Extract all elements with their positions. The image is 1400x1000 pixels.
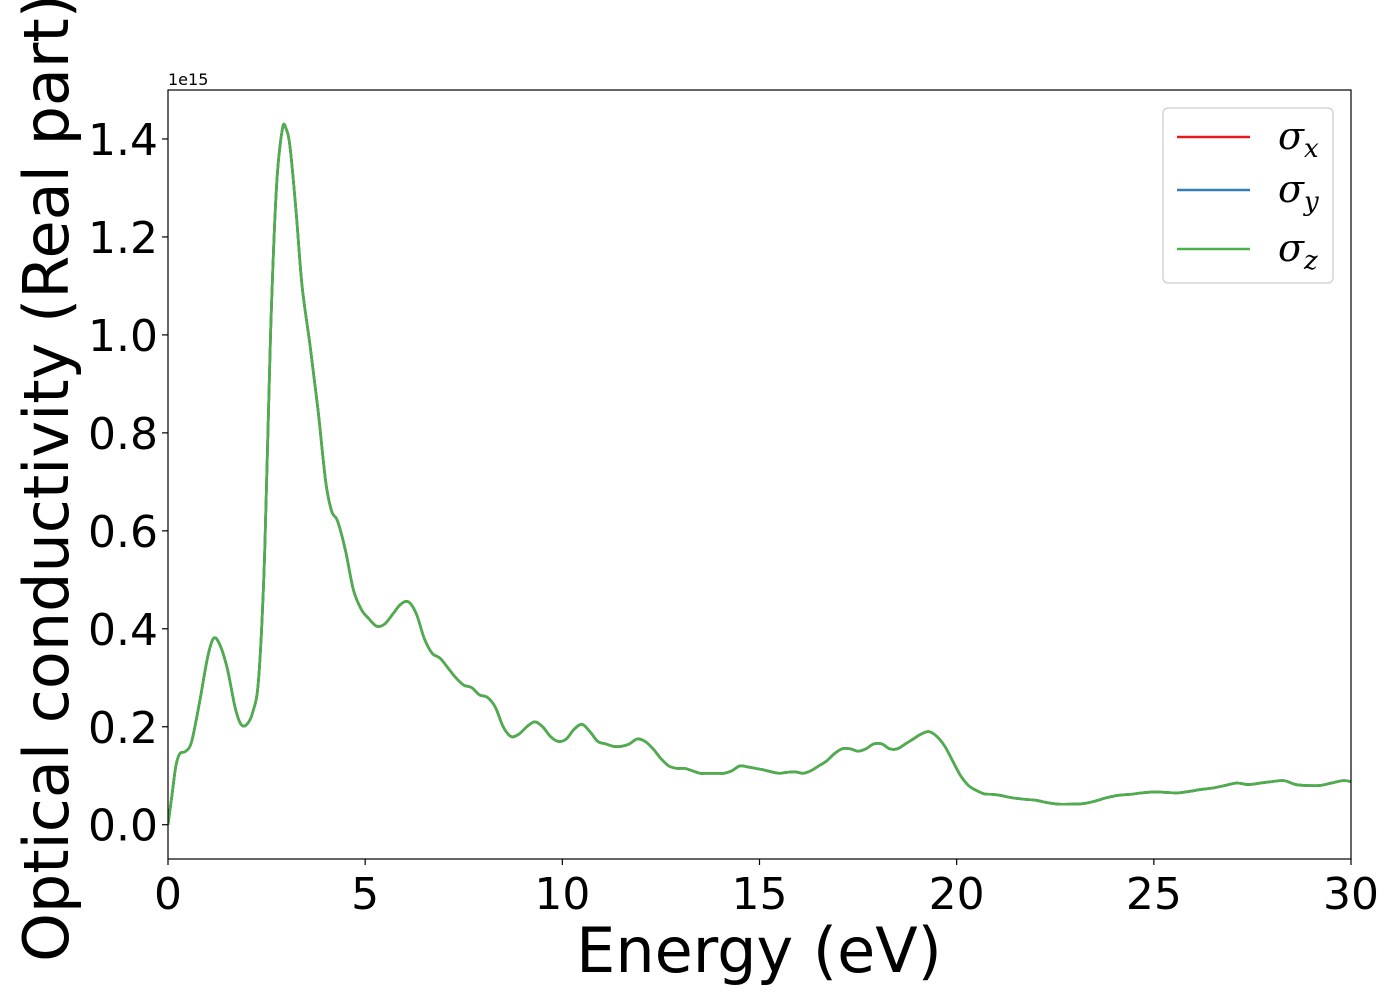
x-tick-label: 10 (534, 869, 590, 920)
series-lines (168, 122, 1351, 825)
x-tick-label: 20 (929, 869, 985, 920)
y-tick-label: 1.4 (88, 115, 158, 166)
legend-box (1162, 107, 1334, 284)
y-tick-label: 0.4 (88, 605, 158, 656)
y-tick-label: 0.0 (88, 801, 158, 852)
x-tick-label: 15 (732, 869, 788, 920)
legend-label-z: σz (1278, 226, 1318, 276)
y-axis-label: Optical conductivity (Real part) (10, 0, 83, 962)
x-axis-ticks: 0 5 10 15 20 25 30 (154, 859, 1379, 920)
y-axis-ticks: 0.0 0.2 0.4 0.6 0.8 1.0 1.2 1.4 (88, 115, 168, 852)
y-tick-label: 0.6 (88, 507, 158, 558)
x-tick-label: 5 (351, 869, 379, 920)
x-tick-label: 0 (154, 869, 182, 920)
y-tick-label: 1.2 (88, 213, 158, 264)
y-tick-label: 1.0 (88, 311, 158, 362)
x-axis-label: Energy (eV) (576, 914, 942, 987)
y-tick-label: 0.2 (88, 703, 158, 754)
legend-label-y: σy (1278, 167, 1319, 217)
legend-label-x: σx (1278, 114, 1319, 164)
series-line-z (168, 122, 1351, 825)
x-tick-label: 30 (1323, 869, 1379, 920)
x-tick-label: 25 (1126, 869, 1182, 920)
y-tick-label: 0.8 (88, 409, 158, 460)
y-axis-offset-text: 1e15 (168, 70, 208, 89)
